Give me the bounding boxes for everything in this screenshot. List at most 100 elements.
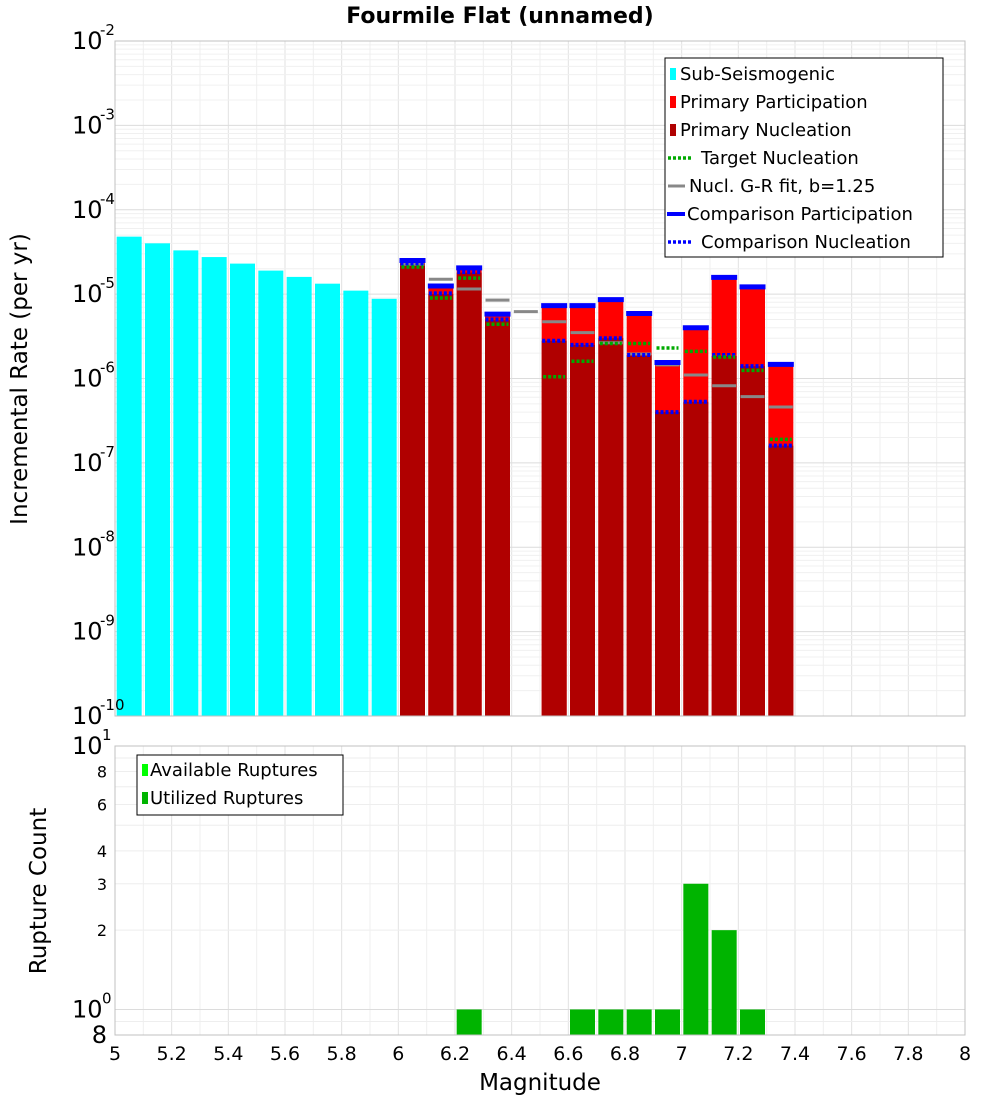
legend-swatch <box>670 68 676 80</box>
y-tick-label: 10-8 <box>72 527 115 561</box>
legend-label: Sub-Seismogenic <box>680 64 835 85</box>
utilized-ruptures-bar <box>740 1009 765 1035</box>
primary-nucleation-bar <box>400 263 425 716</box>
x-tick-label: 5.2 <box>157 1043 187 1065</box>
legend-label: Comparison Participation <box>687 204 913 225</box>
rupture-count-bars <box>456 883 765 1035</box>
legend-label: Utilized Ruptures <box>150 788 303 809</box>
x-axis-label: Magnitude <box>479 1070 601 1096</box>
top-plot-gridlines <box>114 41 966 717</box>
rate-overlay-lines <box>399 258 794 448</box>
y-tick-label: 8 <box>97 763 107 782</box>
legend-swatch <box>142 792 148 804</box>
x-tick-label: 7 <box>676 1043 688 1065</box>
primary-nucleation-bar <box>428 294 454 716</box>
x-tick-label: 6.8 <box>610 1043 640 1065</box>
sub-seismogenic-bar <box>315 283 340 716</box>
y-tick-label: 10 0 <box>72 989 112 1023</box>
utilized-ruptures-bar <box>683 883 709 1035</box>
y-tick-exponent: -4 <box>100 190 115 208</box>
y-tick-exponent: -9 <box>100 612 115 630</box>
y-tick-label: 10 1 <box>72 726 112 760</box>
rate-legend: Sub-Seismogenic Primary Participation Prim… <box>664 57 944 258</box>
sub-seismogenic-bar <box>258 270 284 716</box>
y-tick-label: 10-3 <box>72 105 115 139</box>
legend-label: Available Ruptures <box>150 760 318 781</box>
legend-swatch <box>670 124 676 136</box>
primary-nucleation-bar <box>683 401 709 716</box>
y-tick-exponent: -3 <box>100 105 115 123</box>
y-tick-base: 10 <box>72 732 103 760</box>
x-tick-label: 5.8 <box>327 1043 357 1065</box>
y-axis-label-count: Rupture Count <box>26 808 52 974</box>
sub-seismogenic-bar <box>145 243 170 717</box>
x-axis-ticks: 5 5.2 5.4 5.6 5.8 6 6.2 6.4 6.6 6.8 7 7.2 7.4 7.6 7.8 8 <box>109 1043 971 1065</box>
x-tick-label: 6.2 <box>440 1043 470 1065</box>
y-tick-label: 10-7 <box>72 443 115 477</box>
y-tick-exponent: -10 <box>100 696 125 714</box>
x-tick-label: 7.6 <box>837 1043 867 1065</box>
utilized-ruptures-bar <box>711 930 737 1035</box>
utilized-ruptures-bar <box>655 1009 680 1035</box>
sub-seismogenic-bar <box>173 250 199 717</box>
sub-seismogenic-bar <box>343 290 369 716</box>
primary-nucleation-bar <box>541 340 567 716</box>
legend-label: Nucl. G-R fit, b=1.25 <box>689 176 875 197</box>
primary-nucleation-bar <box>598 338 624 716</box>
primary-nucleation-bar <box>570 344 595 716</box>
legend-label: Comparison Nucleation <box>701 232 911 253</box>
sub-seismogenic-bar <box>371 298 397 716</box>
rate-bars <box>116 236 794 717</box>
y-tick-label: 3 <box>97 875 107 894</box>
y-tick-base: 10 <box>72 995 103 1023</box>
x-tick-label: 6.4 <box>497 1043 527 1065</box>
utilized-ruptures-bar <box>598 1009 624 1035</box>
y-tick-base: 10 <box>72 365 103 393</box>
y-tick-label: 10-2 <box>72 21 115 55</box>
x-tick-label: 5 <box>109 1043 121 1065</box>
x-tick-label: 5.6 <box>270 1043 300 1065</box>
x-tick-label: 7.8 <box>893 1043 923 1065</box>
y-tick-label: 10-4 <box>72 190 115 224</box>
sub-seismogenic-bar <box>116 236 142 716</box>
utilized-ruptures-bar <box>626 1009 652 1035</box>
y-tick-base: 10 <box>72 533 103 561</box>
top-plot-frame <box>114 40 966 717</box>
legend-box <box>136 754 344 816</box>
y-tick-base: 10 <box>72 27 103 55</box>
y-tick-label: 6 <box>97 795 107 814</box>
y-tick-label: 10-5 <box>72 274 115 308</box>
sub-seismogenic-bar <box>230 263 255 716</box>
legend-box <box>664 57 944 258</box>
y-tick-label: 10-9 <box>72 612 115 646</box>
y-tick-base: 10 <box>72 280 103 308</box>
primary-nucleation-bar <box>456 272 482 716</box>
utilized-ruptures-bar <box>456 1009 482 1035</box>
x-tick-label: 6 <box>392 1043 404 1065</box>
legend-label: Primary Participation <box>680 92 868 113</box>
sub-seismogenic-bar <box>201 257 227 716</box>
legend-label: Primary Nucleation <box>680 120 852 141</box>
chart-title: Fourmile Flat (unnamed) <box>346 4 653 29</box>
legend-label: Target Nucleation <box>700 148 859 169</box>
primary-nucleation-bar <box>711 355 737 716</box>
y-tick-exponent: -2 <box>100 21 115 39</box>
x-tick-label: 8 <box>959 1043 971 1065</box>
rupture-legend: Available Ruptures Utilized Ruptures <box>136 754 344 816</box>
y-tick-base: 10 <box>72 449 103 477</box>
y-tick-base: 10 <box>72 196 103 224</box>
y-tick-label: 2 <box>97 921 107 940</box>
primary-nucleation-bar <box>655 412 680 716</box>
x-tick-label: 6.6 <box>553 1043 583 1065</box>
y-tick-label: 4 <box>97 842 107 861</box>
x-tick-label: 7.4 <box>780 1043 810 1065</box>
primary-nucleation-bar <box>485 320 510 716</box>
sub-seismogenic-bar <box>286 276 312 716</box>
y-tick-label: 10-10 <box>72 696 125 730</box>
y-tick-label: 10-6 <box>72 359 115 393</box>
y-tick-label: 8 <box>92 1021 107 1049</box>
legend-swatch <box>670 96 676 108</box>
